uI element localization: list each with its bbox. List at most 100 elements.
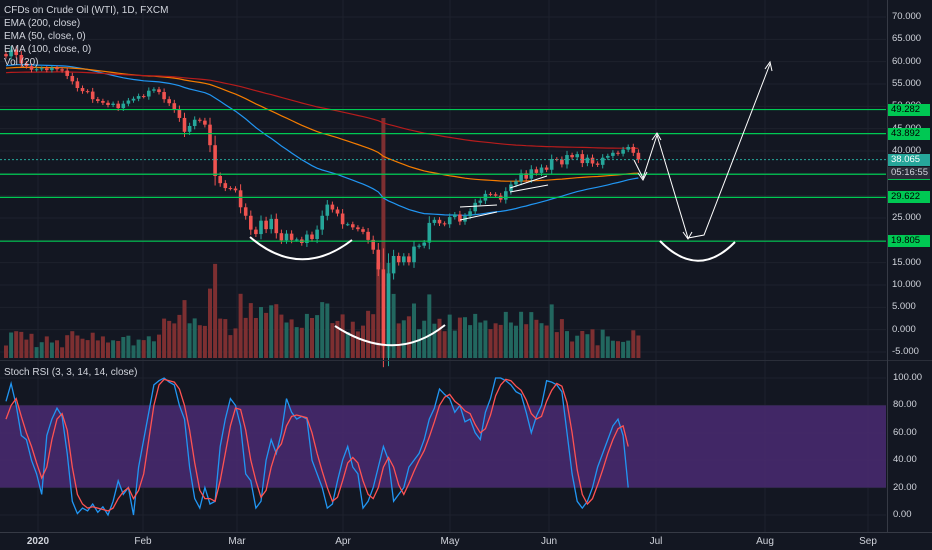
time-tick-label: 2020	[26, 536, 50, 547]
volume-bar	[442, 331, 447, 358]
price-tick-label: 55.000	[892, 78, 922, 89]
candle-body	[549, 159, 554, 170]
volume-bar	[208, 288, 212, 358]
volume-bar	[172, 323, 177, 358]
projection-path[interactable]	[633, 63, 771, 239]
candle-body	[381, 269, 386, 347]
candle-body	[218, 176, 222, 184]
volume-bar	[340, 314, 345, 358]
flag-lower-line[interactable]	[459, 211, 498, 221]
candle-body	[478, 200, 483, 203]
candle-body	[361, 229, 365, 232]
volume-bar	[488, 329, 493, 358]
candle-body	[55, 67, 59, 70]
candle-body	[534, 169, 539, 173]
volume-bar	[452, 330, 457, 358]
stoch-tick-label: 80.00	[893, 399, 917, 411]
stoch-overbought-oversold-band	[0, 405, 886, 488]
volume-bar	[529, 312, 534, 358]
candle-body	[407, 256, 411, 263]
candle-body	[442, 223, 447, 225]
legend-ema100[interactable]: EMA (100, close, 0)	[4, 44, 92, 55]
time-axis-border	[0, 532, 932, 533]
volume-bar	[111, 340, 116, 358]
candle-body	[447, 217, 452, 225]
stoch-title[interactable]: Stoch RSI (3, 3, 14, 14, close)	[4, 367, 138, 378]
candle-body	[585, 157, 590, 164]
volume-bar	[80, 338, 85, 358]
candle-body	[504, 191, 508, 200]
candles	[4, 46, 641, 368]
volume-bar	[580, 331, 585, 358]
candle-body	[167, 99, 171, 104]
volume-bar	[463, 317, 467, 358]
candle-body	[34, 69, 39, 71]
volume-bar	[289, 319, 294, 358]
legend-ema200[interactable]: EMA (200, close)	[4, 18, 81, 29]
candle-body	[320, 215, 324, 230]
wedge-line[interactable]	[509, 184, 549, 193]
volume-bar	[610, 340, 615, 358]
price-tick-label: -5.000	[892, 346, 919, 357]
legend-volume[interactable]: Vol (20)	[4, 57, 39, 68]
volume-bar	[44, 336, 49, 358]
volume-bar	[595, 345, 600, 358]
wedge-line[interactable]	[509, 175, 548, 189]
right-shoulder-arc[interactable]	[659, 240, 736, 262]
candle-body	[493, 194, 498, 196]
stoch-legend[interactable]: Stoch RSI (3, 3, 14, 14, close)	[4, 366, 137, 379]
left-shoulder-arc[interactable]	[249, 236, 353, 261]
volume-bar	[187, 323, 192, 358]
candle-body	[437, 219, 442, 224]
volume-bar	[167, 320, 172, 358]
volume-bar	[391, 293, 396, 358]
volume-bar	[151, 341, 156, 358]
candle-body	[187, 125, 192, 132]
stoch-tick-label: 40.00	[893, 454, 917, 466]
projection-arrowhead	[637, 171, 648, 181]
candle-body	[631, 146, 636, 153]
volume-bar	[636, 335, 641, 358]
volume-bar	[483, 320, 488, 358]
volume-bar	[412, 303, 416, 358]
volume-bar	[248, 303, 253, 358]
candle-body	[330, 204, 335, 210]
candle-body	[177, 109, 182, 118]
candle-body	[213, 145, 217, 177]
price-tick-label: 0.000	[892, 323, 916, 335]
volume-bar	[269, 305, 274, 358]
level-price-tag: 19.805	[888, 235, 930, 248]
time-tick-label: Jun	[540, 536, 558, 547]
candle-body	[488, 193, 493, 195]
candle-body	[340, 213, 345, 225]
pane-divider[interactable]	[0, 360, 932, 361]
stoch-tick-label: 0.00	[893, 509, 912, 520]
volume-bar	[55, 340, 59, 358]
candle-body	[391, 255, 396, 274]
symbol-title[interactable]: CFDs on Crude Oil (WTI), 1D, FXCM	[4, 5, 169, 16]
candle-body	[279, 233, 284, 241]
candle-body	[412, 246, 416, 263]
flag-upper-line[interactable]	[459, 204, 498, 208]
candle-body	[453, 214, 457, 218]
volume-bar	[131, 345, 136, 358]
volume-bar	[493, 323, 498, 358]
candle-body	[356, 227, 360, 230]
candle-body	[402, 256, 406, 263]
volume-bar	[422, 320, 427, 358]
candle-body	[50, 67, 54, 71]
volume-bar	[75, 335, 80, 358]
volume-bar	[197, 325, 202, 358]
candle-body	[565, 155, 569, 165]
legend-ema50[interactable]: EMA (50, close, 0)	[4, 31, 86, 42]
candle-body	[106, 102, 110, 105]
candle-body	[519, 173, 523, 182]
head-arc[interactable]	[334, 324, 446, 347]
candle-body	[575, 154, 579, 158]
volume-bar	[498, 324, 503, 358]
candle-body	[325, 204, 330, 216]
volume-bar	[177, 314, 182, 358]
volume-bar	[417, 329, 422, 358]
candle-body	[126, 100, 131, 104]
